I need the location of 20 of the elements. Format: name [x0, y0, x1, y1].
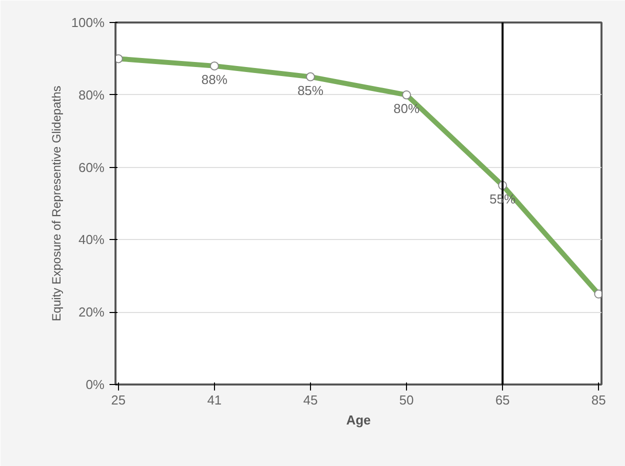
data-label: 88%: [201, 72, 228, 87]
y-tick-label: 40%: [78, 232, 105, 248]
y-tick-label: 100%: [71, 15, 105, 30]
x-tick-label: 45: [303, 392, 318, 408]
x-tick-label: 25: [111, 392, 126, 408]
x-tick-label: 85: [591, 392, 606, 408]
data-label: 85%: [297, 82, 324, 98]
y-tick-label: 80%: [78, 87, 105, 102]
x-axis-title: Age: [346, 412, 371, 428]
point: [402, 90, 412, 100]
y-tick-label: 60%: [78, 160, 105, 175]
x-tick-label: 65: [495, 392, 510, 408]
point: [306, 72, 315, 82]
x-tick-label: 41: [207, 392, 222, 408]
point: [210, 61, 219, 70]
y-tick-label: 0%: [86, 377, 105, 392]
y-tick-label: 20%: [78, 304, 105, 320]
y-axis-title: Equity Exposure of Representive Glidepaths: [49, 86, 64, 322]
data-label: 80%: [394, 100, 420, 116]
x-tick-label: 50: [399, 392, 414, 408]
